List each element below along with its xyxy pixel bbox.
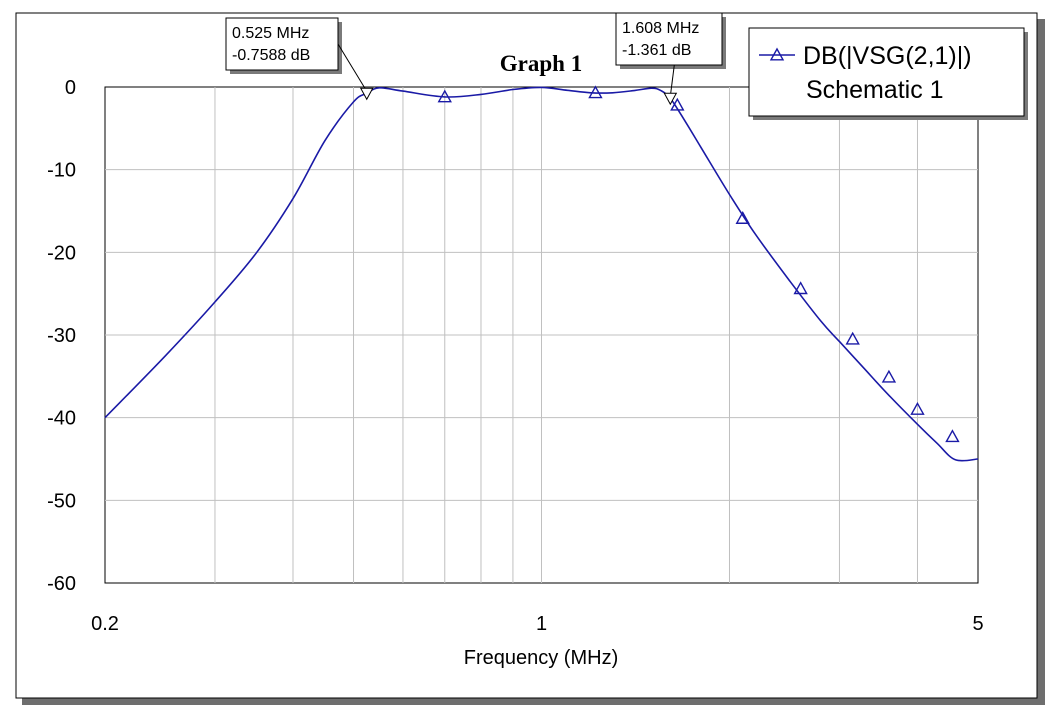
data-marker [881, 369, 897, 383]
annotation-frequency: 1.608 MHz [622, 20, 699, 37]
x-tick-label: 5 [972, 613, 983, 635]
annotation-frequency: 0.525 MHz [232, 25, 309, 42]
x-tick-label: 0.2 [91, 613, 119, 635]
y-tick-label: -40 [47, 408, 76, 430]
y-tick-label: -30 [47, 325, 76, 347]
y-tick-label: -10 [47, 160, 76, 182]
legend-entry: DB(|VSG(2,1)|) [803, 42, 972, 70]
annotation-leader [337, 43, 368, 92]
x-tick-label: 1 [536, 613, 547, 635]
y-tick-label: -20 [47, 242, 76, 264]
y-tick-label: 0 [65, 77, 76, 99]
legend-marker [769, 47, 785, 61]
annotation-leader [669, 64, 675, 97]
x-axis-title: Frequency (MHz) [464, 647, 618, 669]
legend-source: Schematic 1 [806, 76, 944, 104]
annotation-box [615, 12, 723, 66]
annotation-value: -0.7588 dB [232, 47, 310, 64]
data-marker [670, 97, 685, 111]
grid [105, 87, 978, 583]
series-line [104, 86, 979, 462]
data-marker [793, 281, 808, 295]
y-tick-label: -60 [47, 573, 76, 595]
data-marker [735, 210, 750, 224]
outer-frame [15, 12, 1038, 699]
legend-box [748, 27, 1025, 117]
data-marker [845, 331, 860, 345]
annotation-marker [663, 92, 678, 106]
data-marker [588, 85, 603, 99]
annotation-box [225, 17, 339, 71]
y-tick-label: -50 [47, 490, 76, 512]
annotation-marker [359, 87, 374, 101]
data-marker [945, 429, 960, 443]
chart-title: Graph 1 [500, 51, 582, 76]
data-marker [437, 89, 452, 103]
data-marker [910, 401, 925, 415]
annotation-value: -1.361 dB [622, 42, 691, 59]
